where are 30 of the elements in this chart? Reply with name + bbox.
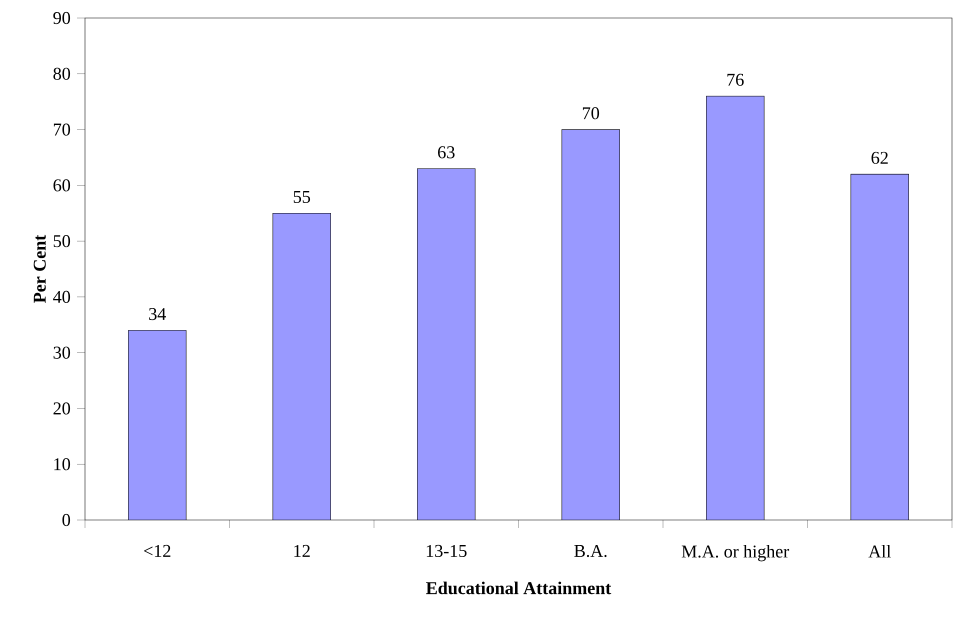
x-tick-label: All [868, 544, 891, 558]
bar [128, 330, 186, 520]
x-tick-label: <12 [144, 544, 170, 557]
y-tick-label: 70 [54, 123, 70, 136]
bar [272, 212, 331, 520]
data-label: 70 [582, 107, 600, 120]
y-tick-label: 60 [54, 179, 70, 192]
y-tick-label: 10 [54, 458, 70, 470]
y-tick-label: 40 [53, 290, 70, 303]
bar [850, 174, 909, 520]
data-label: 62 [872, 152, 888, 164]
x-tick-label: 12 [294, 544, 310, 557]
x-tick-label: 13-15 [426, 544, 467, 558]
x-tick-label: B.A. [574, 544, 607, 558]
data-label: 55 [294, 190, 310, 203]
y-tick-label: 0 [62, 514, 70, 526]
bar [417, 168, 476, 520]
bar [562, 129, 620, 520]
y-tick-label: 20 [54, 402, 70, 415]
data-label: 63 [438, 146, 455, 158]
x-tick-label: M.A. or higher [682, 544, 790, 562]
y-tick-label: 50 [54, 235, 70, 248]
data-label: 34 [149, 308, 166, 320]
x-axis-title: Educational Attainment [426, 582, 612, 594]
y-tick-label: 30 [54, 346, 70, 359]
y-axis-title: Per Cent [34, 234, 46, 303]
y-tick-label: 90 [53, 12, 70, 24]
y-tick-label: 80 [53, 68, 70, 80]
bar [706, 96, 764, 520]
data-label: 76 [727, 74, 744, 86]
